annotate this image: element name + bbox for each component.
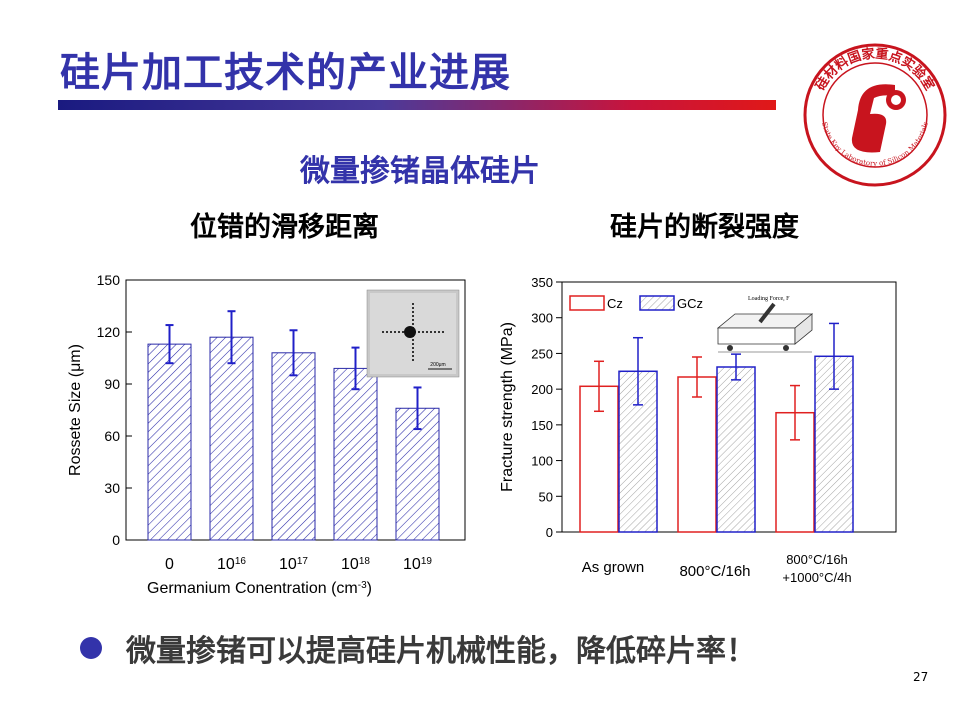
fracture-strength-chart: 0 50 100 150 200 250 300 350 Cz GCz Loading For… [490, 262, 910, 602]
bar [209, 336, 254, 541]
bar [271, 352, 316, 541]
legend-swatch-gcz [639, 295, 675, 311]
y-tick-label: 350 [531, 275, 553, 290]
x-tick-label: As grown [582, 559, 645, 576]
three-point-bend-inset: Loading Force, F [716, 296, 814, 353]
y-axis-label: Fracture strength (MPa) [499, 322, 516, 492]
page-number: 27 [913, 670, 929, 684]
legend-label-gcz: GCz [677, 296, 703, 311]
y-tick-label: 0 [112, 532, 120, 548]
bar-cz [677, 376, 717, 533]
x-tick-label: 1017 [279, 556, 308, 574]
rosette-inset-photo: 200μm [366, 289, 460, 378]
logo-s-mark [851, 84, 895, 153]
y-tick-label: 250 [531, 346, 553, 361]
y-tick-label: 150 [97, 272, 121, 288]
y-tick-label: 300 [531, 311, 553, 326]
x-tick-label: 1019 [403, 556, 432, 574]
y-tick-label: 100 [531, 454, 553, 469]
y-tick-label: 50 [539, 489, 553, 504]
y-tick-label: 0 [546, 525, 553, 540]
x-axis-label: Germanium Conentration (cm-3) [147, 580, 372, 598]
bar-gcz [716, 366, 756, 533]
bullet-icon [80, 637, 102, 659]
y-tick-label: 60 [104, 428, 120, 444]
legend-label-cz: Cz [607, 296, 623, 311]
title-underline [58, 100, 776, 110]
bar [333, 367, 378, 541]
right-chart-heading: 硅片的断裂强度 [610, 212, 799, 243]
rosette-size-chart: 0 30 60 90 120 150 0 1016 1017 1018 1019 200μm Ro… [67, 272, 466, 598]
x-tick-label: 800°C/16h [679, 563, 750, 580]
y-axis-label: Rossete Size (μm) [67, 344, 84, 476]
slide-title: 硅片加工技术的产业进展 [60, 50, 511, 96]
y-tick-label: 120 [97, 324, 121, 340]
inset-label: Loading Force, F [748, 296, 790, 302]
legend-swatch-cz [569, 295, 605, 311]
left-chart-heading: 位错的滑移距离 [190, 212, 379, 243]
x-tick-label: 1016 [217, 556, 246, 574]
x-tick-label: 1018 [341, 556, 370, 574]
x-tick-label: 0 [165, 556, 174, 573]
bar [147, 343, 192, 541]
conclusion-text: 微量掺锗可以提高硅片机械性能，降低碎片率！ [126, 634, 756, 669]
legend: Cz GCz [569, 295, 703, 311]
x-tick-label: 800°C/16h +1000°C/4h [782, 552, 851, 585]
subtitle: 微量掺锗晶体硅片 [300, 154, 540, 189]
inset-scale-label: 200μm [430, 362, 445, 368]
lab-logo: 硅材料国家重点实验室 State Key Laboratory of Silic… [803, 43, 947, 187]
y-tick-label: 90 [104, 376, 120, 392]
y-tick-label: 30 [104, 480, 120, 496]
y-tick-label: 200 [531, 382, 553, 397]
conclusion-line: 微量掺锗可以提高硅片机械性能，降低碎片率！ [80, 626, 756, 670]
y-tick-label: 150 [531, 418, 553, 433]
